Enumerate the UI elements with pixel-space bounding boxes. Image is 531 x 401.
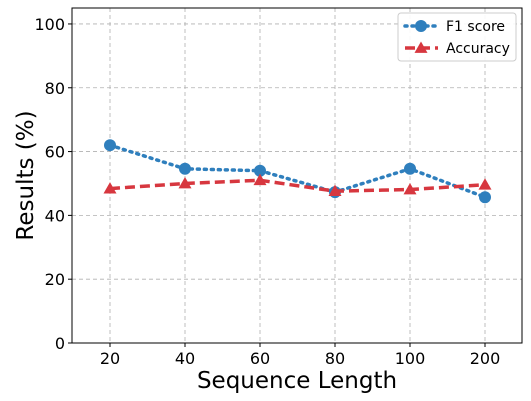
data-point xyxy=(179,162,191,175)
y-axis-ticks: 0 20 40 60 80 100 xyxy=(34,15,72,353)
legend-label: Accuracy xyxy=(446,41,510,57)
data-point xyxy=(404,162,416,175)
data-point xyxy=(103,182,117,194)
x-tick-label: 60 xyxy=(250,349,270,368)
series-f1-score xyxy=(104,139,491,204)
x-tick-label: 20 xyxy=(100,349,120,368)
y-tick-label: 80 xyxy=(45,79,65,98)
x-tick-label: 80 xyxy=(325,349,345,368)
data-point xyxy=(403,183,417,195)
data-point xyxy=(178,176,192,189)
x-tick-label: 40 xyxy=(175,349,195,368)
x-tick-label: 200 xyxy=(470,349,501,368)
x-axis-ticks: 20 40 60 80 100 200 xyxy=(100,343,500,368)
series-line xyxy=(108,143,487,199)
y-tick-label: 40 xyxy=(45,206,65,225)
legend: F1 score Accuracy xyxy=(397,12,517,62)
y-tick-label: 60 xyxy=(45,143,65,162)
data-point xyxy=(253,173,267,186)
plot-frame xyxy=(71,7,523,344)
legend-marker xyxy=(415,20,427,32)
series-layer xyxy=(103,139,492,204)
legend-label: F1 score xyxy=(446,19,505,35)
series-line xyxy=(109,178,486,193)
legend-marker xyxy=(414,41,428,53)
y-axis-label: Results (%) xyxy=(13,110,39,240)
data-point xyxy=(479,191,491,204)
x-tick-label: 100 xyxy=(395,349,426,368)
y-tick-label: 0 xyxy=(55,334,65,353)
series-accuracy xyxy=(103,173,492,197)
data-point xyxy=(478,178,492,190)
data-point xyxy=(328,184,342,197)
data-point xyxy=(104,139,116,152)
y-tick-label: 100 xyxy=(34,15,65,34)
data-point xyxy=(254,164,266,177)
x-axis-label: Sequence Length xyxy=(197,368,397,394)
y-tick-label: 20 xyxy=(45,270,65,289)
